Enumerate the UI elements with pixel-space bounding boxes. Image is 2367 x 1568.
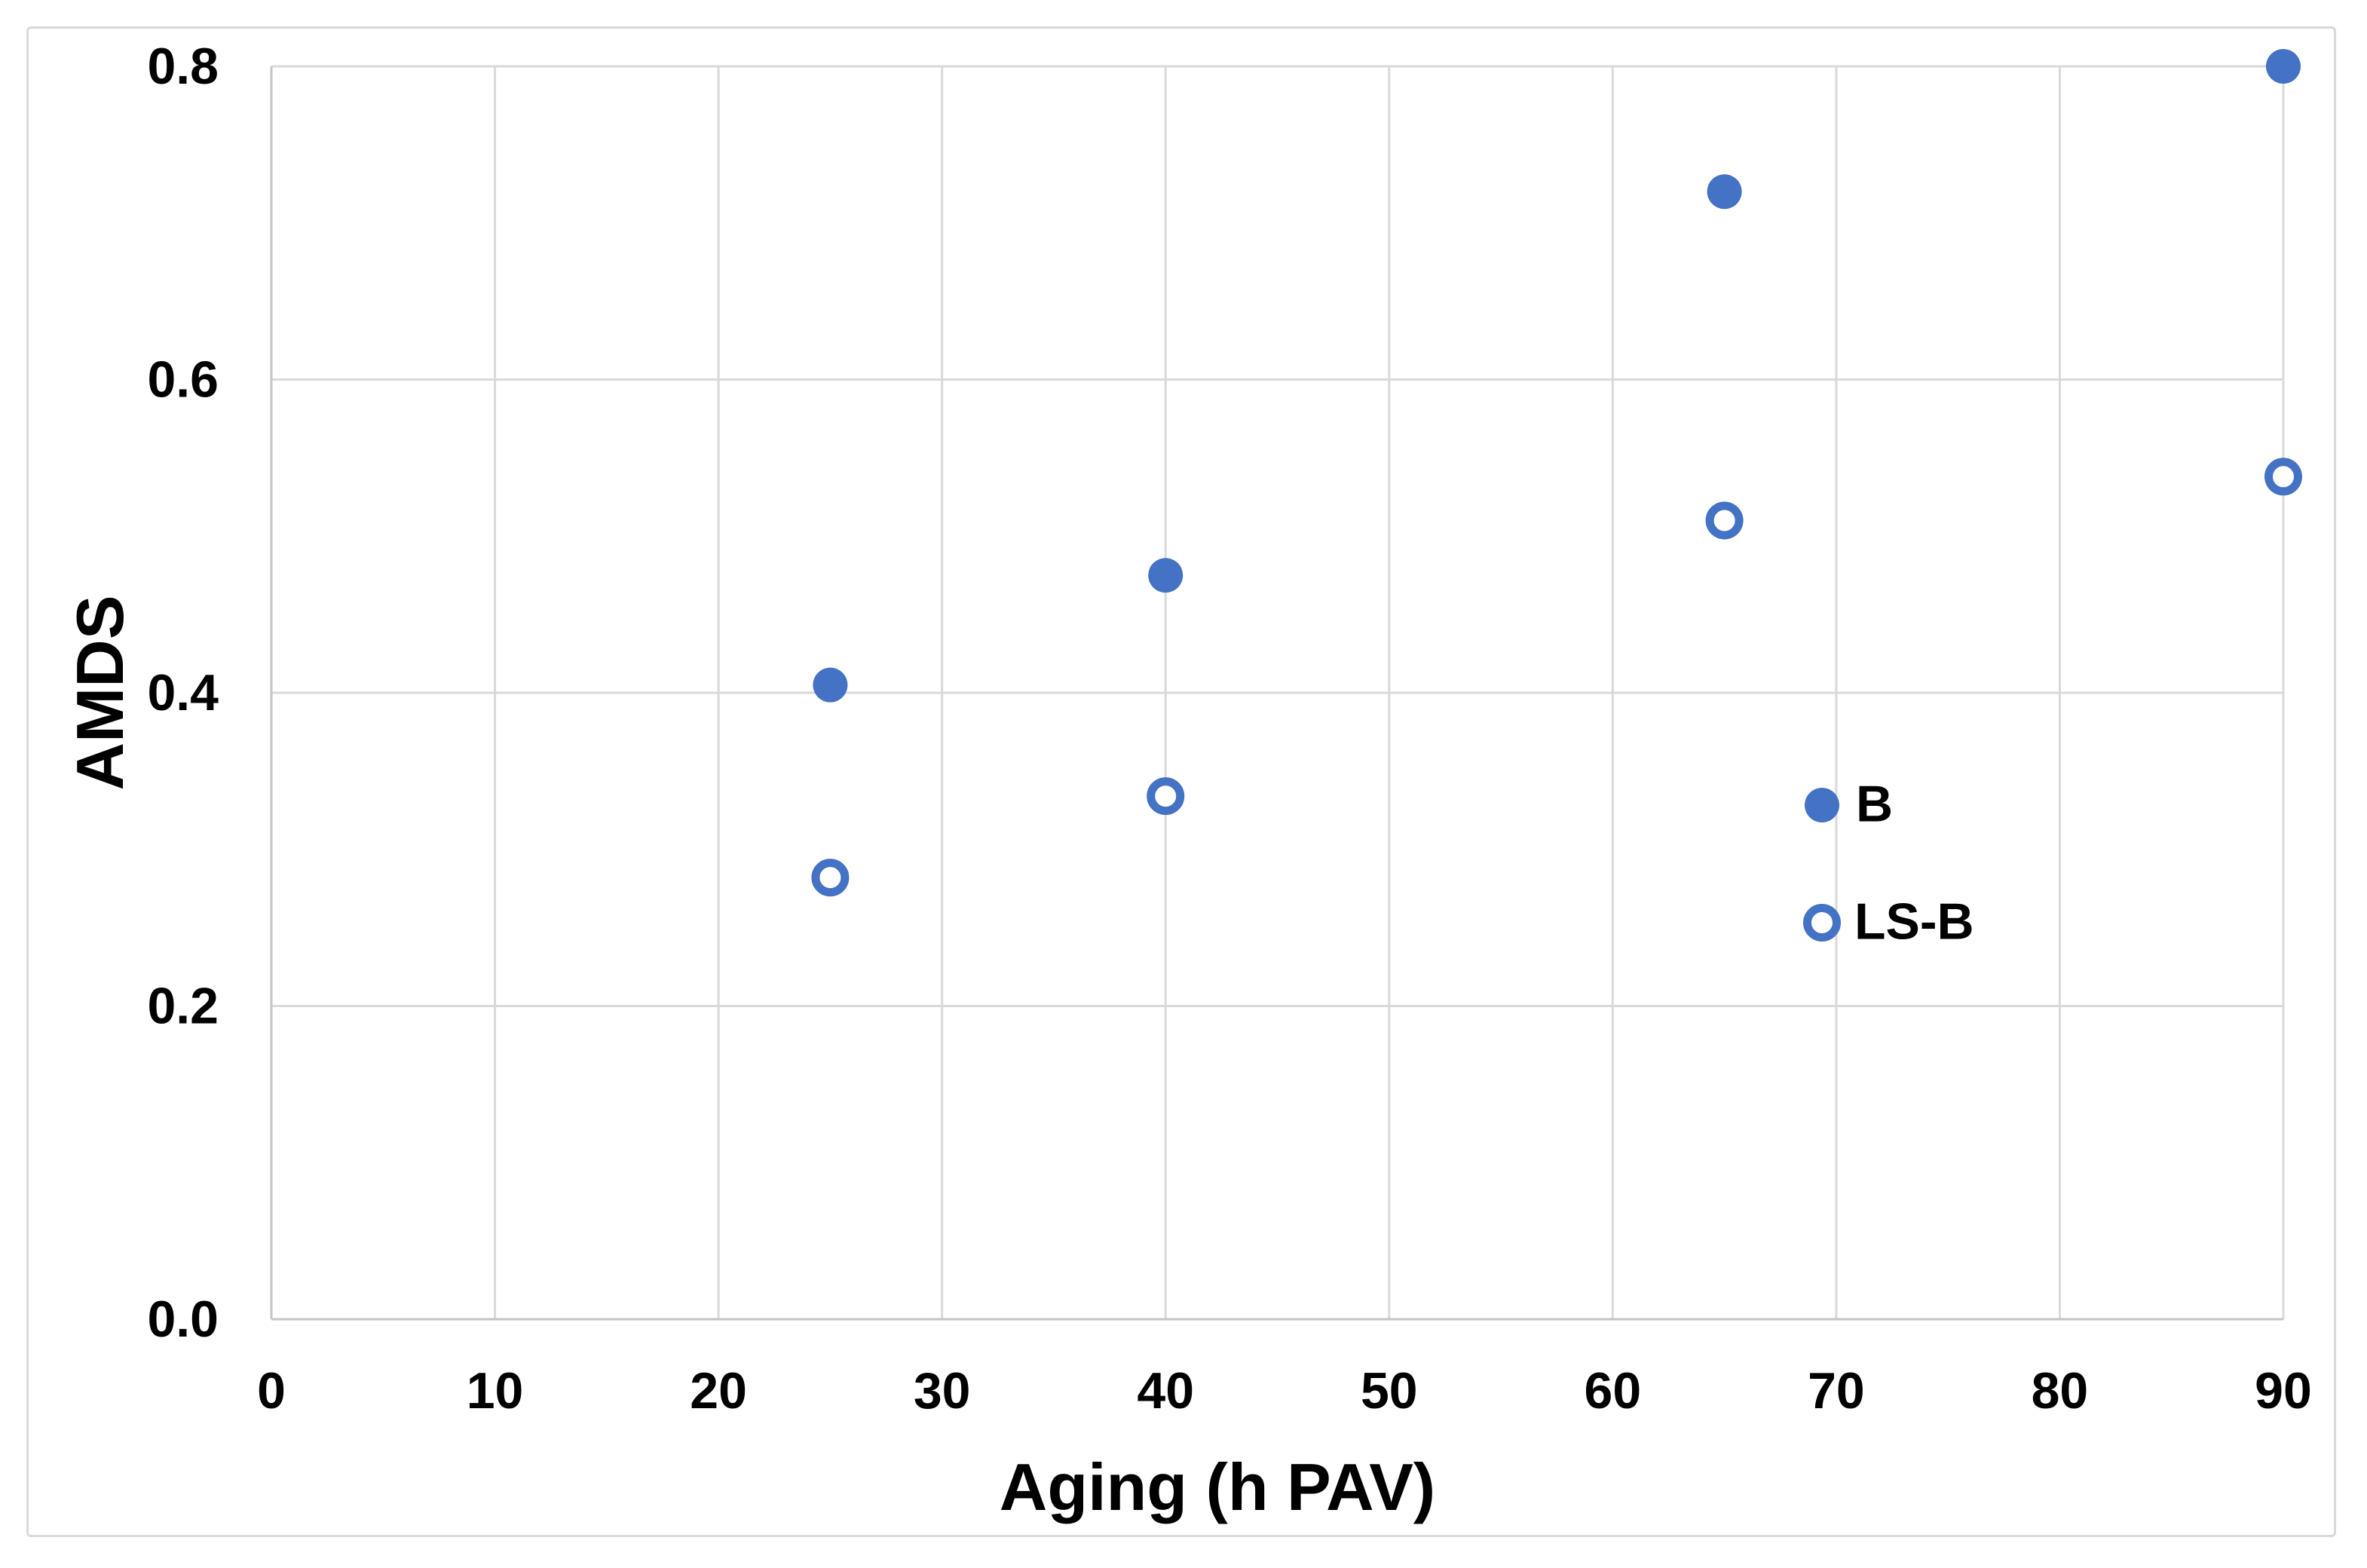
- legend-label-ls-b: LS-B: [1854, 893, 1974, 951]
- y-tick-label: 0.8: [147, 38, 219, 95]
- legend-marker-ls-b: [1803, 904, 1841, 942]
- data-point-ls-b: [811, 859, 850, 897]
- legend-label-b: B: [1856, 775, 1894, 833]
- legend-marker-b: [1805, 788, 1839, 822]
- x-tick-label: 70: [1808, 1362, 1865, 1419]
- y-tick-label: 0.2: [147, 978, 219, 1035]
- x-tick-label: 10: [467, 1362, 524, 1419]
- x-tick-label: 30: [914, 1362, 971, 1419]
- y-tick-label: 0.6: [147, 351, 219, 409]
- legend-markers: [1803, 788, 1841, 942]
- data-point-ls-b: [1147, 777, 1185, 816]
- x-tick-label: 50: [1361, 1362, 1418, 1419]
- series-b-points: [813, 49, 2301, 703]
- data-point-b: [813, 667, 848, 703]
- x-tick-label: 80: [2032, 1362, 2089, 1419]
- data-point-ls-b: [2264, 458, 2302, 496]
- x-tick-label: 20: [690, 1362, 747, 1419]
- figure-border: [26, 26, 2336, 1537]
- y-tick-label: 0.0: [147, 1291, 219, 1348]
- x-tick-label: 60: [1585, 1362, 1642, 1419]
- x-tick-label: 90: [2255, 1362, 2312, 1419]
- data-point-b: [1707, 174, 1742, 210]
- x-tick-label: 40: [1137, 1362, 1194, 1419]
- series-ls-b-points: [811, 458, 2302, 897]
- data-point-b: [1148, 558, 1184, 593]
- x-axis-tick-labels: 0 10 20 30 40 50 60 70 80 90: [257, 1362, 2312, 1419]
- axis-lines: [270, 66, 2283, 1321]
- y-tick-label: 0.4: [147, 664, 219, 721]
- x-axis-title: Aging (h PAV): [999, 1450, 1436, 1524]
- data-point-ls-b: [1705, 501, 1744, 540]
- data-point-b: [2266, 49, 2301, 84]
- y-axis-title: AMDS: [63, 595, 137, 791]
- gridlines: [271, 65, 2285, 1319]
- x-tick-label: 0: [257, 1362, 286, 1419]
- y-axis-tick-labels: 0.0 0.2 0.4 0.6 0.8: [147, 38, 219, 1348]
